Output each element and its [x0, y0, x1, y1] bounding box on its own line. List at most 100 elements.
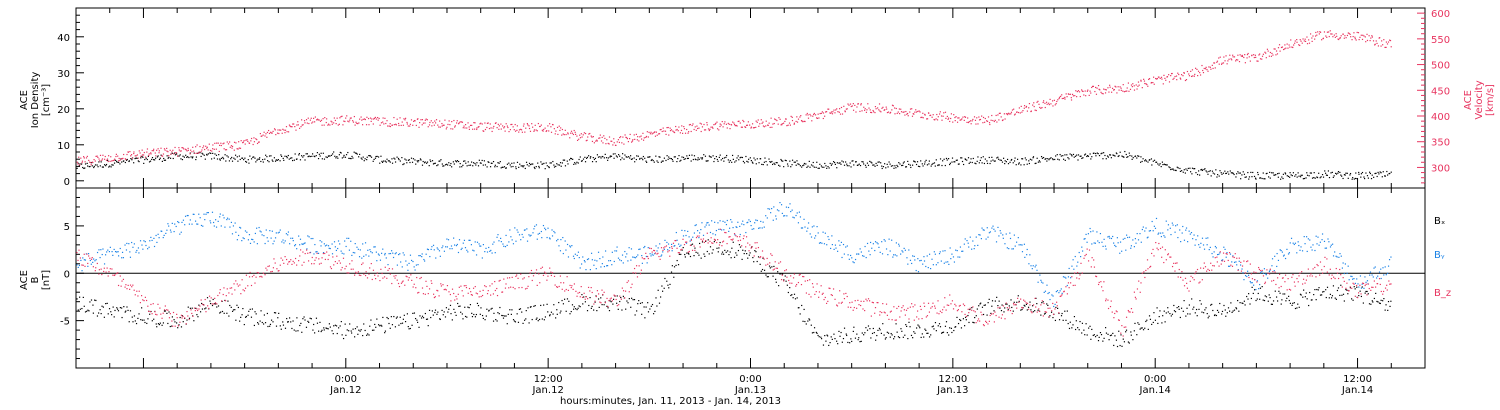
bx-point [112, 306, 114, 308]
density-point [969, 161, 971, 163]
velocity-point [1314, 35, 1317, 37]
by-point [256, 243, 258, 245]
velocity-point [699, 122, 701, 124]
bx-point [1323, 290, 1325, 293]
density-point [475, 164, 477, 166]
bx-point [1107, 333, 1109, 335]
velocity-point [676, 128, 678, 131]
bx-point [891, 334, 893, 336]
bx-point [444, 316, 447, 318]
bx-point [883, 334, 885, 336]
by-point [1189, 233, 1191, 235]
bx-point [1169, 312, 1171, 315]
bx-point [411, 324, 413, 326]
bx-point [609, 300, 611, 302]
bx-point [1133, 330, 1135, 332]
by-point [236, 239, 238, 241]
density-point [614, 153, 616, 155]
density-point [329, 155, 331, 157]
bx-point [703, 253, 705, 255]
velocity-point [1152, 81, 1154, 84]
density-points [76, 150, 1392, 180]
velocity-point [1224, 60, 1226, 62]
velocity-point [295, 129, 297, 131]
bx-point [889, 336, 891, 338]
bx-point [586, 310, 589, 312]
density-point [343, 154, 345, 157]
velocity-point [1323, 31, 1326, 33]
density-point [577, 162, 579, 164]
density-point [1216, 176, 1218, 178]
bx-point [912, 337, 914, 339]
by-point [937, 262, 939, 264]
b-tick-label: -5 [60, 317, 70, 328]
bx-point [229, 304, 231, 307]
by-point [978, 234, 980, 236]
velocity-point [312, 121, 314, 123]
density-point [1292, 172, 1294, 174]
velocity-point [904, 114, 906, 116]
by-point [551, 229, 553, 231]
density-point [134, 157, 136, 160]
by-point [562, 236, 564, 239]
bx-point [565, 310, 567, 312]
density-point [826, 167, 828, 169]
by-point [284, 240, 286, 242]
by-point [558, 245, 560, 247]
by-point [979, 234, 981, 236]
velocity-point [505, 123, 507, 125]
velocity-point [450, 128, 452, 130]
by-point [103, 263, 106, 265]
velocity-point [803, 120, 805, 122]
velocity-point [742, 119, 744, 122]
bx-point [731, 247, 733, 249]
bx-point [1182, 310, 1184, 312]
velocity-point [929, 114, 931, 117]
density-point [1384, 175, 1386, 177]
velocity-point [959, 119, 961, 121]
bx-point [1001, 304, 1003, 306]
by-point [272, 243, 274, 245]
bx-point [673, 276, 675, 278]
by-point [406, 264, 408, 266]
velocity-point [659, 129, 661, 131]
density-point [553, 166, 556, 168]
velocity-point [695, 129, 697, 131]
bx-point [593, 309, 595, 311]
by-point [117, 255, 120, 257]
velocity-point [1004, 118, 1006, 120]
density-point [376, 155, 378, 158]
density-point [683, 158, 685, 161]
velocity-point [1065, 93, 1067, 95]
velocity-point [926, 118, 928, 120]
density-point [1191, 173, 1193, 175]
bx-point [1004, 307, 1006, 309]
by-point [76, 264, 78, 266]
bx-point [232, 309, 235, 311]
velocity-point [807, 114, 809, 116]
by-point [329, 247, 331, 250]
bx-point [890, 332, 892, 335]
bx-point [964, 316, 967, 318]
bx-point [882, 323, 884, 325]
density-point [1297, 172, 1299, 174]
velocity-point [338, 123, 340, 125]
bx-point [876, 334, 878, 337]
density-point [1044, 158, 1046, 160]
bx-point [237, 306, 239, 309]
bx-point [204, 308, 206, 310]
by-point [833, 248, 835, 250]
density-point [157, 155, 159, 157]
by-point [580, 263, 583, 265]
velocity-point [809, 113, 811, 116]
density-point [262, 158, 264, 161]
density-point [619, 155, 621, 157]
density-point [836, 162, 838, 164]
velocity-point [523, 123, 525, 125]
bx-point [325, 327, 327, 329]
density-point [737, 155, 739, 157]
velocity-point [781, 123, 783, 125]
density-point [610, 155, 613, 157]
by-point [267, 240, 269, 242]
density-point [222, 158, 225, 160]
